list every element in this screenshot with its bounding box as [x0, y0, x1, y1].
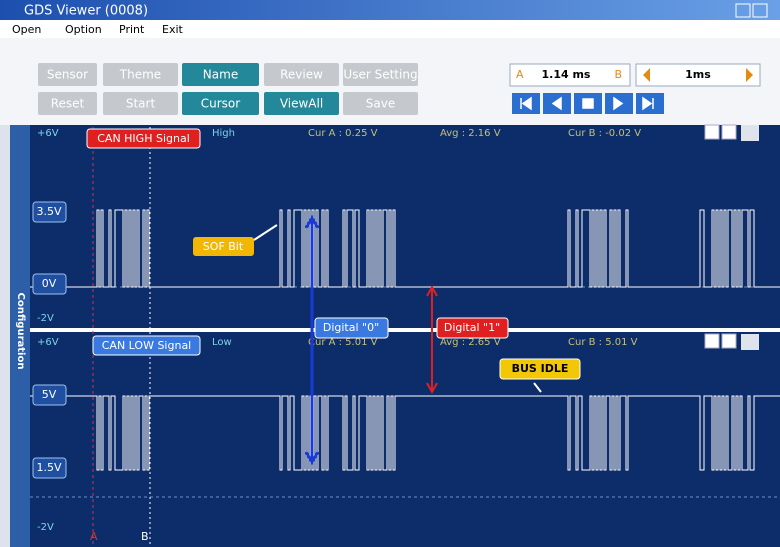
title-bar — [0, 0, 780, 20]
button-face — [182, 63, 259, 86]
menu-item[interactable]: Open — [12, 23, 41, 36]
button-label: ViewAll — [280, 97, 323, 111]
channel-divider — [30, 328, 780, 332]
level-label: 3.5V — [36, 205, 61, 218]
button-label: Cursor — [201, 97, 241, 111]
cursor-b-value: Cur B : 5.01 V — [568, 337, 638, 348]
toolbar-button[interactable]: Reset — [38, 92, 97, 115]
button-label: Start — [126, 97, 156, 111]
cursor-time-box — [509, 63, 631, 87]
button-label: Sensor — [47, 68, 88, 82]
cursor-a-value: Cur A : 5.01 V — [308, 337, 378, 348]
channel-mode: High — [212, 128, 235, 139]
menu-item[interactable]: Print — [119, 23, 145, 36]
scale-top: +6V — [37, 337, 59, 348]
dominant-arrow — [304, 215, 320, 465]
button-face — [343, 92, 418, 115]
level-label: 1.5V — [36, 461, 61, 474]
toolbar-button[interactable]: ViewAll — [264, 92, 339, 115]
button-face — [103, 63, 178, 86]
scale-top: +6V — [37, 128, 59, 139]
channel-name-box — [92, 335, 201, 356]
channel-mode: Low — [212, 337, 232, 348]
toolbar-button[interactable]: Cursor — [182, 92, 259, 115]
timebase-down[interactable] — [643, 68, 650, 82]
digital-1-label: Digital "1" — [444, 321, 500, 334]
playback-controls — [512, 93, 664, 114]
frame — [0, 125, 10, 547]
toolbar-button[interactable]: User Setting — [343, 63, 418, 86]
button-label: Reset — [51, 97, 85, 111]
cursor-a-marker: A — [90, 530, 98, 543]
side-tab[interactable] — [10, 125, 30, 547]
menu-item[interactable]: Option — [65, 23, 102, 36]
level-box — [32, 201, 67, 223]
timebase: 1ms — [685, 68, 711, 81]
cursor-b[interactable]: B — [614, 68, 622, 81]
button-face — [182, 92, 259, 115]
level-label: 5V — [42, 388, 57, 401]
sof-label: SOF Bit — [203, 240, 244, 253]
sof-box — [193, 237, 254, 256]
button-label: User Setting — [343, 68, 417, 82]
minimize-button[interactable] — [735, 3, 751, 18]
digital-0-label: Digital "0" — [323, 321, 379, 334]
timebase-box — [635, 63, 761, 87]
average-value: Avg : 2.65 V — [440, 337, 501, 348]
button-face — [38, 63, 97, 86]
digital-0-box — [314, 317, 389, 339]
level-label: 0V — [42, 277, 57, 290]
timebase-up[interactable] — [746, 68, 753, 82]
level-box — [32, 273, 67, 295]
view-toggle[interactable] — [721, 124, 737, 140]
bus-idle-box — [499, 358, 581, 380]
button-face — [343, 63, 418, 86]
channel-name: CAN HIGH Signal — [97, 132, 190, 145]
channel-name-box — [86, 128, 201, 149]
button-label: Review — [280, 68, 323, 82]
channel-name: CAN LOW Signal — [102, 339, 192, 352]
recessive-arrow — [426, 284, 438, 395]
button-label: Theme — [119, 68, 161, 82]
button-face — [264, 63, 339, 86]
level-box — [32, 457, 67, 479]
button-face — [264, 92, 339, 115]
button-label: Name — [203, 68, 238, 82]
close-button[interactable] — [752, 3, 768, 18]
toolbar-button[interactable]: Review — [264, 63, 339, 86]
can-high-wave — [30, 209, 780, 288]
cursor-time: 1.14 ms — [542, 68, 591, 81]
cursor-b-marker: B — [141, 530, 149, 543]
cursor-a[interactable]: A — [516, 68, 524, 81]
button-face — [103, 92, 178, 115]
toolbar-button[interactable]: Save — [343, 92, 418, 115]
toolbar-button[interactable]: Name — [182, 63, 259, 86]
view-toggle[interactable] — [704, 124, 720, 140]
toolbar-button[interactable]: Theme — [103, 63, 178, 86]
button-label: Save — [366, 97, 395, 111]
bus-idle-label: BUS IDLE — [512, 362, 569, 375]
cursor-a-value: Cur A : 0.25 V — [308, 128, 378, 139]
view-toggle[interactable] — [704, 333, 720, 349]
average-value: Avg : 2.16 V — [440, 128, 501, 139]
scale-bottom: -2V — [37, 522, 54, 533]
digital-1-box — [436, 317, 509, 339]
menu-bar — [0, 20, 780, 38]
sof-pointer — [253, 224, 278, 241]
menu-item[interactable]: Exit — [162, 23, 184, 36]
view-toggle[interactable] — [741, 334, 759, 350]
button-face — [38, 92, 97, 115]
side-tab-label: Configuration — [15, 293, 26, 370]
toolbar-button[interactable]: Sensor — [38, 63, 97, 86]
level-box — [32, 384, 67, 406]
scale-bottom: -2V — [37, 313, 54, 324]
cursor-b-value: Cur B : -0.02 V — [568, 128, 641, 139]
toolbar-button[interactable]: Start — [103, 92, 178, 115]
bus-idle-pointer — [533, 382, 542, 393]
view-toggle[interactable] — [721, 333, 737, 349]
view-toggle[interactable] — [741, 125, 759, 141]
window-title: GDS Viewer (0008) — [24, 4, 148, 19]
can-low-wave — [30, 395, 780, 471]
